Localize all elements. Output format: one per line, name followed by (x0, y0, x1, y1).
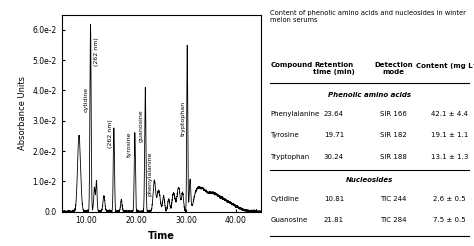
Text: tryptophan: tryptophan (181, 101, 186, 136)
Text: 30.24: 30.24 (324, 154, 344, 160)
Text: 19.71: 19.71 (324, 132, 344, 138)
Text: 23.64: 23.64 (324, 111, 344, 117)
Text: 21.81: 21.81 (324, 217, 344, 223)
Text: Detection
mode: Detection mode (374, 62, 413, 75)
X-axis label: Time: Time (148, 231, 174, 241)
Text: Compound: Compound (270, 62, 312, 68)
Text: guanosine: guanosine (139, 109, 144, 142)
Text: Tryptophan: Tryptophan (270, 154, 310, 160)
Text: 19.1 ± 1.1: 19.1 ± 1.1 (431, 132, 468, 138)
Text: SIR 188: SIR 188 (380, 154, 407, 160)
Text: Phenylalanine: Phenylalanine (270, 111, 319, 117)
Text: tyrosine: tyrosine (126, 132, 131, 157)
Text: phenylalanine: phenylalanine (148, 152, 153, 196)
Text: Retention
time (min): Retention time (min) (313, 62, 355, 75)
Text: Nucleosides: Nucleosides (346, 177, 393, 183)
Text: (262 nm): (262 nm) (109, 119, 113, 148)
Text: 13.1 ± 1.3: 13.1 ± 1.3 (431, 154, 468, 160)
Text: 2.6 ± 0.5: 2.6 ± 0.5 (433, 196, 465, 202)
Text: Cytidine: Cytidine (270, 196, 299, 202)
Text: TIC 244: TIC 244 (381, 196, 407, 202)
Text: Content of phenolic amino acids and nucleosides in winter
melon serums: Content of phenolic amino acids and nucl… (270, 10, 466, 23)
Text: 42.1 ± 4.4: 42.1 ± 4.4 (431, 111, 468, 117)
Text: 7.5 ± 0.5: 7.5 ± 0.5 (433, 217, 465, 223)
Y-axis label: Absorbance Units: Absorbance Units (18, 76, 27, 150)
Text: Content (mg L⁻¹): Content (mg L⁻¹) (416, 62, 474, 69)
Text: SIR 182: SIR 182 (380, 132, 407, 138)
Text: SIR 166: SIR 166 (380, 111, 407, 117)
Text: TIC 284: TIC 284 (380, 217, 407, 223)
Text: Tyrosine: Tyrosine (270, 132, 299, 138)
Text: Phenolic amino acids: Phenolic amino acids (328, 92, 411, 98)
Text: cytidine: cytidine (84, 87, 89, 112)
Text: Guanosine: Guanosine (270, 217, 308, 223)
Text: 10.81: 10.81 (324, 196, 344, 202)
Text: (262 nm): (262 nm) (94, 37, 99, 66)
